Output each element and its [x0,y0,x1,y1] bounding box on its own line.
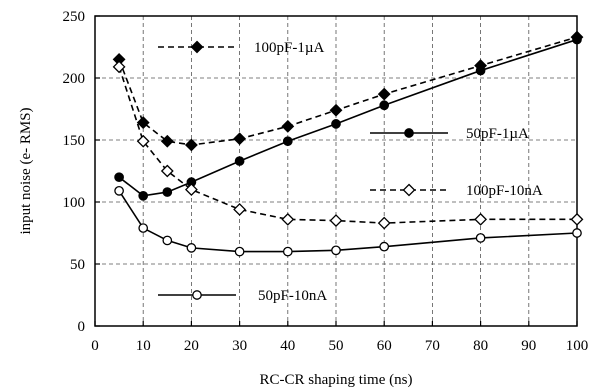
data-point [377,216,391,230]
data-point [281,119,295,133]
data-point [475,233,486,243]
data-point [282,246,293,257]
legend-entry: 50pF-1µA [370,126,529,142]
data-point [114,185,124,196]
y-tick-label: 150 [63,133,86,149]
series-0 [112,30,584,152]
data-point [329,103,343,117]
y-tick-label: 0 [78,319,86,335]
data-point [377,87,391,101]
x-tick-label: 40 [280,338,295,354]
data-point [234,156,245,166]
data-point [233,203,247,216]
data-point [162,235,173,246]
data-point [186,243,197,253]
series [112,30,584,257]
axis-ticks: 0 10 20 30 40 50 60 70 80 90 100 0 50 100 150 200 250 [63,9,589,354]
data-point [572,228,582,238]
legend-entry: 100pF-10nA [370,183,543,199]
legend-entry: 100pF-1µA [158,40,324,56]
y-axis-title: input noise (e- RMS) [18,107,34,234]
legend-marker [404,128,414,138]
legend-entry: 50pF-10nA [158,288,327,304]
y-tick-label: 250 [63,9,86,25]
legend-marker [192,290,202,300]
legend-marker [402,183,416,197]
data-point [184,138,198,152]
series-line [118,190,578,253]
data-point [184,183,198,197]
legend-label: 100pF-10nA [466,183,543,199]
data-point [331,119,341,129]
x-tick-label: 0 [91,338,99,354]
series-line [118,36,578,146]
data-point [474,212,488,226]
data-point [112,60,126,74]
y-tick-label: 50 [70,257,85,273]
data-point [329,214,343,228]
x-tick-label: 80 [473,338,488,354]
series-1 [114,34,582,201]
data-point [160,164,174,178]
data-point [379,100,390,111]
data-point [162,187,173,197]
x-tick-label: 90 [521,338,536,354]
data-point [475,65,486,76]
x-tick-label: 50 [329,338,344,354]
grid [95,16,577,326]
series-3 [114,185,582,257]
series-line [118,66,577,224]
data-point [136,116,150,130]
x-tick-label: 100 [566,338,589,354]
y-tick-label: 200 [63,71,86,87]
data-point [160,134,174,148]
series-2 [112,60,584,230]
data-point [331,245,341,256]
data-point [233,132,247,146]
legend-label: 50pF-1µA [466,126,529,142]
x-tick-label: 30 [232,338,247,354]
data-point [114,172,124,183]
legend-label: 50pF-10nA [258,288,327,304]
x-tick-label: 70 [425,338,440,354]
data-point [281,212,295,226]
y-tick-label: 100 [63,195,86,211]
legend: 100pF-1µA 50pF-1µA 100pF-10nA 50pF-10nA [158,40,543,304]
x-tick-label: 20 [184,338,199,354]
data-point [282,136,293,147]
legend-marker [190,40,204,54]
data-point [570,212,584,226]
series-line [118,38,578,197]
x-axis-title: RC-CR shaping time (ns) [260,372,413,388]
data-point [138,223,149,233]
data-point [136,134,150,148]
data-point [138,190,149,201]
data-point [379,241,390,252]
legend-label: 100pF-1µA [254,40,324,56]
x-tick-label: 60 [377,338,392,354]
data-point [572,34,582,45]
data-point [234,246,245,257]
x-tick-label: 10 [136,338,151,354]
